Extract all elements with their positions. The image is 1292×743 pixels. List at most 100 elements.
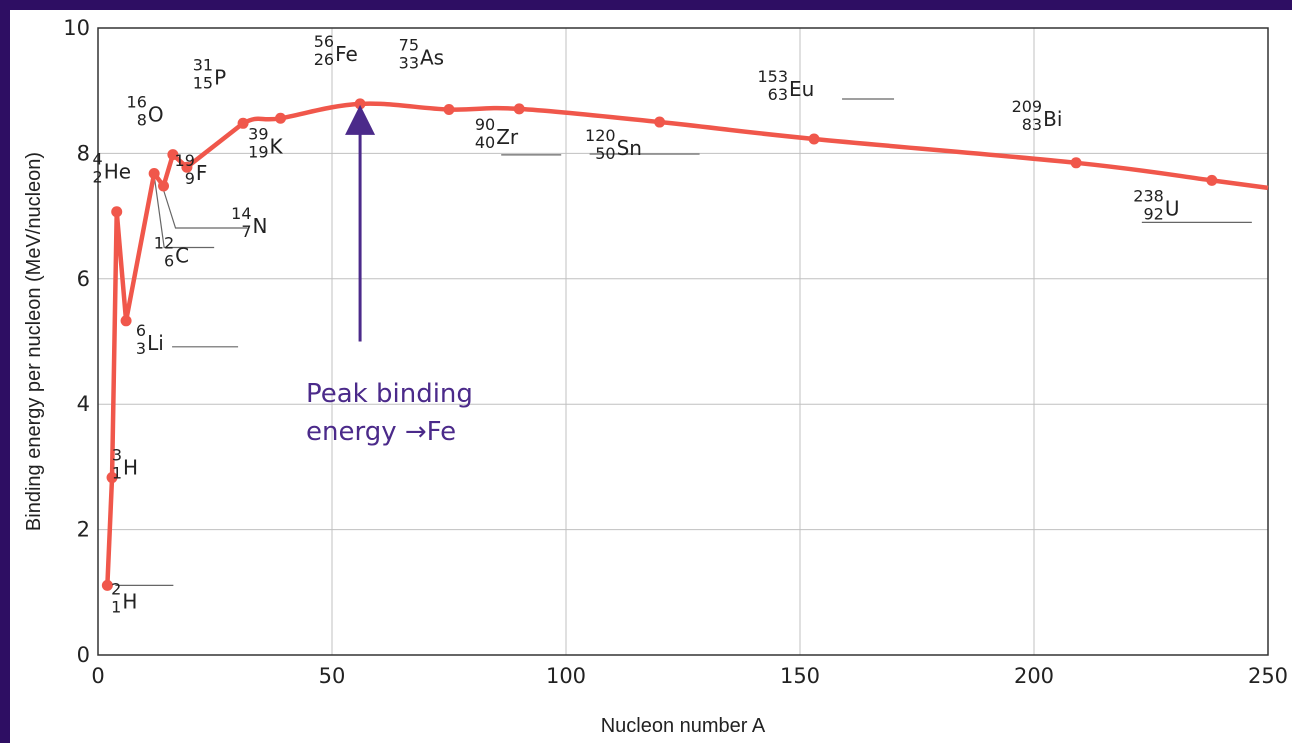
x-tick-label: 50 xyxy=(319,664,346,688)
data-point xyxy=(158,180,170,192)
grid xyxy=(97,27,1269,656)
element-symbol: H xyxy=(122,589,137,613)
element-symbol: H xyxy=(123,456,138,480)
data-point xyxy=(354,98,366,110)
data-point xyxy=(513,103,525,115)
data-point xyxy=(1206,174,1218,186)
data-point xyxy=(443,104,455,116)
element-symbol: As xyxy=(420,46,444,70)
mass-number: 4 xyxy=(93,150,103,169)
mass-number: 12 xyxy=(154,233,174,252)
data-point xyxy=(167,149,179,161)
mass-number: 2 xyxy=(111,579,121,598)
label-leader-line xyxy=(153,175,215,249)
mass-number: 75 xyxy=(399,36,419,55)
element-symbol: F xyxy=(196,161,208,185)
element-symbol: He xyxy=(104,160,131,184)
element-symbol: Li xyxy=(147,331,164,355)
chart-frame: 0 50 100 150 200 250 0 2 4 6 8 10 Nucleon number A … xyxy=(10,10,1292,743)
nuclide-label: 126 C xyxy=(154,233,189,270)
mass-number: 31 xyxy=(193,55,213,74)
binding-energy-curve xyxy=(105,101,1269,586)
data-point xyxy=(808,133,820,145)
nuclide-label: 168 O xyxy=(127,93,164,130)
mass-number: 3 xyxy=(112,446,122,465)
element-symbol: U xyxy=(1165,196,1180,220)
atomic-number: 63 xyxy=(768,85,788,104)
nuclide-label: 21 H xyxy=(111,579,137,616)
mass-number: 90 xyxy=(475,115,495,134)
y-tick-label: 10 xyxy=(63,16,90,40)
mass-number: 56 xyxy=(314,32,334,51)
atomic-number: 1 xyxy=(111,597,121,616)
mass-number: 19 xyxy=(175,151,195,170)
element-symbol: P xyxy=(214,65,226,89)
data-point xyxy=(148,167,160,179)
y-tick-label: 0 xyxy=(77,643,90,667)
data-point xyxy=(101,579,113,591)
mass-number: 14 xyxy=(231,204,251,223)
element-symbol: Bi xyxy=(1043,107,1062,131)
atomic-number: 83 xyxy=(1022,115,1042,134)
x-tick-label: 250 xyxy=(1248,664,1288,688)
data-point xyxy=(237,117,249,129)
data-point xyxy=(181,161,193,173)
atomic-number: 33 xyxy=(399,54,419,73)
y-tick-label: 2 xyxy=(77,518,90,542)
nuclide-label: 199 F xyxy=(175,151,208,188)
label-leader-lines xyxy=(115,98,1252,587)
y-axis-label: Binding energy per nucleon (MeV/nucleon) xyxy=(23,152,45,531)
atomic-number: 40 xyxy=(475,133,495,152)
x-tick-label: 0 xyxy=(91,664,104,688)
atomic-number: 6 xyxy=(164,251,174,270)
y-tick-label: 6 xyxy=(77,267,90,291)
element-symbol: O xyxy=(148,103,164,127)
x-tick-label: 150 xyxy=(780,664,820,688)
mass-number: 153 xyxy=(757,67,788,86)
atomic-number: 3 xyxy=(136,339,146,358)
nuclide-label: 42 He xyxy=(93,150,132,187)
nuclide-label: 63 Li xyxy=(136,321,164,358)
element-symbol: K xyxy=(270,134,284,158)
atomic-number: 8 xyxy=(137,111,147,130)
atomic-number: 92 xyxy=(1143,204,1163,223)
atomic-number: 2 xyxy=(93,168,103,187)
element-symbol: N xyxy=(253,214,268,238)
mass-number: 209 xyxy=(1012,97,1043,116)
x-axis-label: Nucleon number A xyxy=(601,715,766,737)
element-symbol: C xyxy=(175,243,189,267)
data-point xyxy=(111,206,123,218)
element-symbol: Eu xyxy=(789,77,814,101)
y-tick-label: 8 xyxy=(77,141,90,165)
atomic-number: 1 xyxy=(112,464,122,483)
atomic-number: 7 xyxy=(241,222,251,241)
mass-number: 16 xyxy=(127,93,147,112)
data-point xyxy=(120,315,132,327)
label-leader-line xyxy=(162,189,248,229)
atomic-number: 19 xyxy=(248,142,268,161)
data-point xyxy=(1070,157,1082,169)
atomic-number: 50 xyxy=(595,144,615,163)
element-symbol: Fe xyxy=(335,42,358,66)
atomic-number: 9 xyxy=(185,169,195,188)
peak-callout-line-1: Peak binding xyxy=(306,379,473,409)
x-tick-label: 200 xyxy=(1014,664,1054,688)
peak-callout-line-2: energy →Fe xyxy=(306,417,456,447)
mass-number: 120 xyxy=(585,126,616,145)
atomic-number: 26 xyxy=(314,50,334,69)
mass-number: 39 xyxy=(248,124,268,143)
element-symbol: Sn xyxy=(617,136,642,160)
nuclide-label: 147 N xyxy=(231,204,267,241)
mass-number: 238 xyxy=(1133,186,1164,205)
data-point xyxy=(106,472,118,484)
